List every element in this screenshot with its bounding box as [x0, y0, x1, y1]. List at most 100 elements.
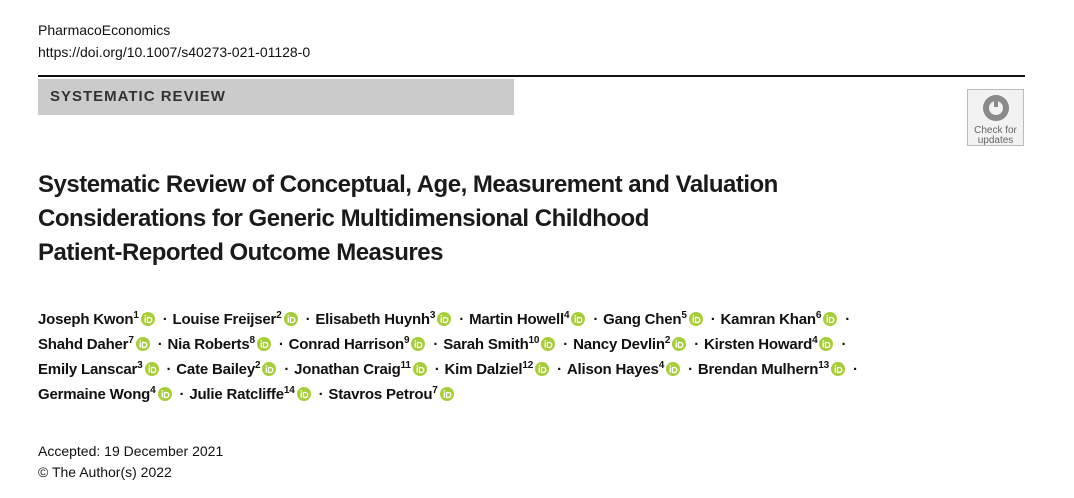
separator: ·: [157, 336, 163, 353]
orcid-icon[interactable]: [819, 337, 834, 351]
affiliation: 2: [664, 335, 671, 346]
orcid-icon[interactable]: [830, 362, 845, 376]
separator: ·: [710, 311, 716, 328]
orcid-icon[interactable]: [823, 312, 838, 326]
author-name: Kim Dalziel: [444, 361, 523, 378]
author-line: Joseph Kwon1 · Louise Freijser2 · Elisabeth …: [38, 307, 863, 332]
title-line: Patient-Reported Outcome Measures: [38, 239, 443, 266]
affiliation: 3: [137, 360, 143, 371]
orcid-icon[interactable]: [283, 312, 298, 326]
orcid-icon[interactable]: [296, 387, 311, 401]
title-line: Systematic Review of Conceptual, Age, Me…: [38, 171, 778, 198]
author-name: Joseph Kwon: [38, 311, 134, 328]
affiliation: 4: [150, 385, 156, 396]
separator: ·: [841, 336, 847, 353]
orcid-icon[interactable]: [262, 362, 277, 376]
author-name: Cate Bailey: [176, 361, 255, 378]
separator: ·: [162, 311, 168, 328]
badge-icon: [982, 95, 1009, 121]
orcid-icon[interactable]: [666, 362, 681, 376]
author-name: Kamran Khan: [720, 311, 817, 328]
author-line: Germaine Wong4 · Julie Ratcliffe14 · Stavros…: [38, 382, 863, 407]
author-name: Emily Lanscar: [38, 361, 138, 378]
separator: ·: [166, 361, 172, 378]
affiliation: 1: [133, 310, 139, 321]
title: Systematic Review of Conceptual, Age, Me…: [38, 168, 778, 270]
orcid-icon[interactable]: [571, 312, 586, 326]
affiliation: 9: [404, 335, 410, 346]
author-name: Conrad Harrison: [288, 336, 405, 353]
affiliation: 6: [815, 310, 822, 321]
separator: ·: [563, 336, 569, 353]
orcid-icon[interactable]: [688, 312, 703, 326]
author-line: Emily Lanscar3 · Cate Bailey2 · Jonathan Cra…: [38, 357, 863, 382]
affiliation: 4: [564, 310, 570, 321]
title-line: Considerations for Generic Multidimensio…: [38, 205, 649, 232]
copyright: © The Author(s) 2022: [38, 464, 172, 480]
affiliation: 4: [812, 335, 818, 346]
affiliation: 5: [681, 310, 687, 321]
affiliation: 3: [429, 310, 436, 321]
affiliation: 7: [432, 385, 438, 396]
section-label: SYSTEMATIC REVIEW: [50, 88, 226, 105]
author-name: Elisabeth Huynh: [315, 311, 430, 328]
affiliation: 7: [128, 335, 134, 346]
check-updates-badge[interactable]: Check for updates: [967, 89, 1024, 146]
author-name: Martin Howell: [469, 311, 564, 328]
affiliation: 13: [818, 360, 829, 371]
doi[interactable]: https://doi.org/10.1007/s40273-021-01128…: [38, 44, 311, 60]
orcid-icon[interactable]: [541, 337, 556, 351]
section-bar: SYSTEMATIC REVIEW: [38, 79, 514, 115]
badge-line: updates: [977, 135, 1014, 146]
separator: ·: [179, 386, 185, 403]
separator: ·: [845, 311, 851, 328]
author-name: Sarah Smith: [443, 336, 529, 353]
author-name: Jonathan Craig: [294, 361, 401, 378]
author-name: Stavros Petrou: [328, 386, 433, 403]
separator: ·: [305, 311, 311, 328]
affiliation: 8: [249, 335, 256, 346]
author-name: Alison Hayes: [566, 361, 659, 378]
affiliation: 4: [658, 360, 665, 371]
affiliation: 10: [528, 335, 540, 346]
orcid-icon[interactable]: [140, 312, 155, 326]
affiliation: 2: [276, 310, 282, 321]
badge-line: Check for: [974, 125, 1017, 136]
separator: ·: [433, 336, 439, 353]
orcid-icon[interactable]: [672, 337, 687, 351]
orcid-icon[interactable]: [439, 387, 454, 401]
author-line: Shahd Daher7 · Nia Roberts8 · Conrad Harriso…: [38, 332, 863, 357]
separator: ·: [688, 361, 693, 378]
separator: ·: [557, 361, 562, 378]
separator: ·: [459, 311, 465, 328]
orcid-icon[interactable]: [412, 362, 427, 376]
separator: ·: [318, 386, 324, 403]
author-name: Germaine Wong: [38, 386, 151, 403]
orcid-icon[interactable]: [157, 387, 172, 401]
author-name: Nia Roberts: [167, 336, 250, 353]
affiliation: 2: [254, 360, 261, 371]
orcid-icon[interactable]: [256, 337, 271, 351]
separator: ·: [284, 361, 290, 378]
separator: ·: [852, 361, 858, 378]
separator: ·: [694, 336, 700, 353]
orcid-icon[interactable]: [411, 337, 426, 351]
author-name: Nancy Devlin: [573, 336, 665, 353]
orcid-icon[interactable]: [135, 337, 150, 351]
authors: Joseph Kwon1 · Louise Freijser2 · Elisabeth …: [38, 307, 863, 407]
affiliation: 12: [522, 360, 534, 371]
separator: ·: [278, 336, 284, 353]
author-name: Kirsten Howard: [704, 336, 813, 353]
orcid-icon[interactable]: [144, 362, 159, 376]
orcid-icon[interactable]: [535, 362, 550, 376]
separator: ·: [593, 311, 599, 328]
rule: [38, 75, 1025, 77]
separator: ·: [434, 361, 440, 378]
affiliation: 11: [400, 360, 411, 371]
author-name: Shahd Daher: [38, 336, 129, 353]
author-name: Louise Freijser: [172, 311, 277, 328]
orcid-icon[interactable]: [437, 312, 452, 326]
affiliation: 14: [283, 385, 295, 396]
author-name: Brendan Mulhern: [697, 361, 819, 378]
accepted: Accepted: 19 December 2021: [38, 443, 224, 459]
